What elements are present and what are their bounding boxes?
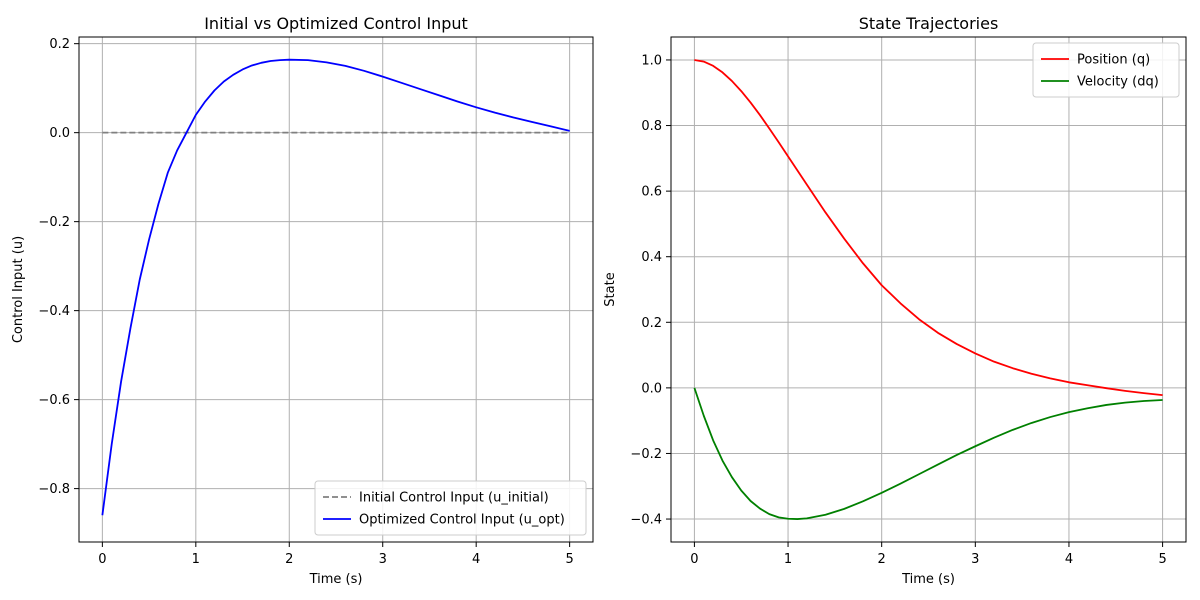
x-tick-label: 4 [472,552,480,567]
series-line-2 [693,387,1163,520]
plot-frame [78,36,594,543]
y-tick-label: −0.6 [38,393,70,408]
legend-box [314,480,587,536]
x-tick-label: 0 [98,552,106,567]
x-tick-label: 4 [1065,552,1073,567]
y-axis-label: Control Input (u) [11,236,26,343]
legend-entry: Velocity (dq) [1077,75,1159,90]
x-tick-label: 3 [971,552,979,567]
chart-title: Initial vs Optimized Control Input [204,14,468,33]
y-axis-label: State [603,272,618,306]
legend-entry: Position (q) [1077,53,1150,68]
legend: Initial Control Input (u_initial) Optimiz… [314,480,587,536]
legend-entry: Initial Control Input (u_initial) [359,491,549,506]
y-tick-label: 0.0 [49,126,70,141]
chart-title: State Trajectories [859,14,999,33]
plot-frame [670,36,1187,543]
series-line-1 [694,59,1163,396]
x-tick-label: 2 [285,552,293,567]
y-tick-label: 0.2 [641,316,662,331]
x-tick-label: 5 [565,552,573,567]
y-tick-label: 0.4 [641,250,662,265]
legend: Position (q) Velocity (dq) [1032,42,1180,98]
chart-2: 0 1 2 3 4 5 −0.4 −0.2 0.0 0.2 0.4 0.6 0.8 1.0 State Tr… [603,14,1187,587]
legend-entry: Optimized Control Input (u_opt) [359,513,565,528]
y-tick-label: −0.2 [630,447,662,462]
y-tick-label: −0.4 [38,304,70,319]
y-tick-label: 0.2 [49,37,70,52]
x-axis-label: Time (s) [309,572,363,587]
x-tick-label: 1 [192,552,200,567]
x-axis-label: Time (s) [901,572,955,587]
y-tick-label: 0.8 [641,119,662,134]
y-tick-label: −0.4 [630,513,662,528]
y-tick-label: −0.2 [38,215,70,230]
y-tick-label: 0.0 [641,381,662,396]
series-line-2 [101,58,570,516]
x-tick-label: 1 [784,552,792,567]
y-tick-label: 1.0 [641,53,662,68]
x-tick-label: 5 [1158,552,1166,567]
legend-box [1032,42,1180,98]
x-tick-label: 0 [690,552,698,567]
chart-1: 0 1 2 3 4 5 −0.8 −0.6 −0.4 −0.2 0.0 0.2 Initial vs O… [11,14,594,587]
x-tick-label: 3 [379,552,387,567]
y-tick-label: 0.6 [641,185,662,200]
x-tick-label: 2 [878,552,886,567]
y-tick-label: −0.8 [38,482,70,497]
